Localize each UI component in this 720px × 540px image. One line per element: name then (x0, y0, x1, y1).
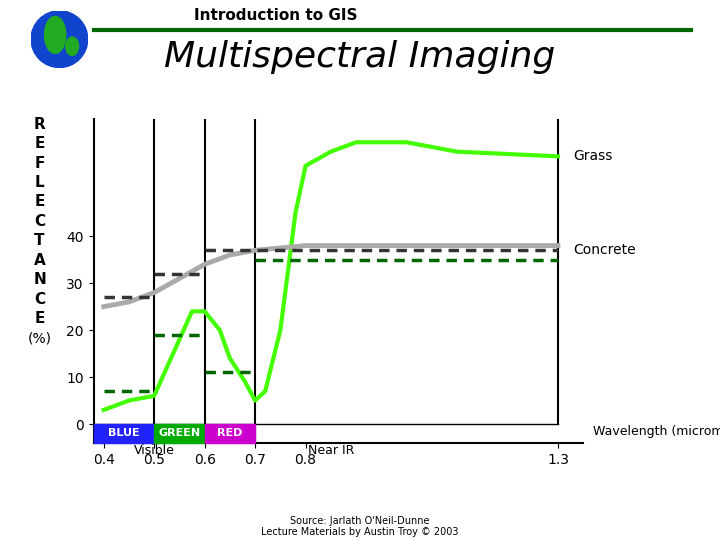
Text: Multispectral Imaging: Multispectral Imaging (164, 40, 556, 73)
Ellipse shape (45, 16, 66, 53)
Text: C: C (34, 292, 45, 307)
Bar (94, 424, 154, 443)
Text: E: E (35, 311, 45, 326)
Text: N: N (33, 272, 46, 287)
Text: C: C (34, 214, 45, 229)
Text: GREEN: GREEN (158, 428, 200, 438)
Text: Grass: Grass (573, 150, 613, 164)
Text: Near IR: Near IR (307, 444, 354, 457)
Ellipse shape (66, 37, 78, 56)
Text: (%): (%) (27, 331, 52, 345)
Text: L: L (35, 175, 45, 190)
Text: T: T (35, 233, 45, 248)
Bar (154, 424, 204, 443)
Text: E: E (35, 194, 45, 210)
Circle shape (31, 11, 88, 68)
Bar (204, 424, 255, 443)
Text: Introduction to GIS: Introduction to GIS (194, 8, 358, 23)
Text: Concrete: Concrete (573, 244, 636, 257)
Text: BLUE: BLUE (108, 428, 140, 438)
Text: Source: Jarlath O'Neil-Dunne
Lecture Materials by Austin Troy © 2003: Source: Jarlath O'Neil-Dunne Lecture Mat… (261, 516, 459, 537)
Text: Visible: Visible (134, 444, 175, 457)
Text: E: E (35, 136, 45, 151)
Text: A: A (34, 253, 45, 268)
Text: F: F (35, 156, 45, 171)
Text: Wavelength (micrometers): Wavelength (micrometers) (593, 425, 720, 438)
Text: RED: RED (217, 428, 243, 438)
Text: R: R (34, 117, 45, 132)
